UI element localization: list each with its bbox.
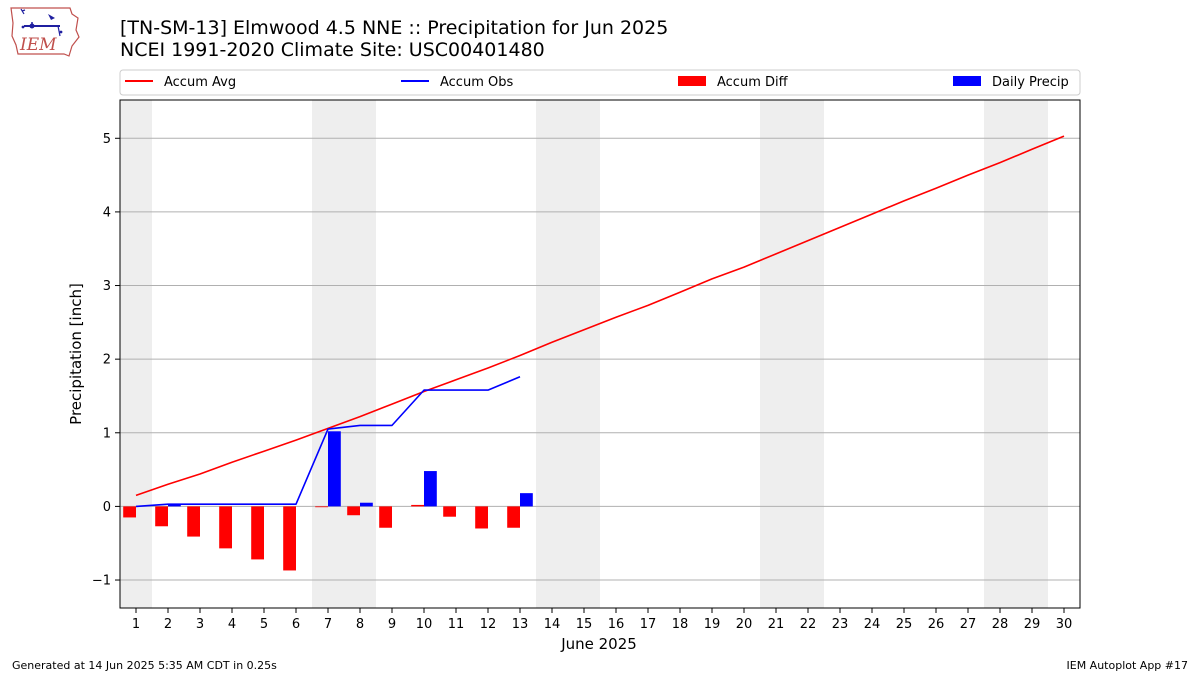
x-tick-label: 28 [992, 617, 1009, 632]
accum-diff-bar [187, 506, 200, 537]
weekend-shade [984, 100, 1048, 608]
y-tick-label: −1 [92, 574, 111, 589]
x-tick-label: 23 [832, 617, 849, 632]
x-tick-label: 15 [576, 617, 593, 632]
daily-precip-bar [328, 431, 341, 507]
x-tick-label: 5 [260, 617, 268, 632]
accum-diff-bar [411, 504, 424, 507]
x-tick-label: 9 [388, 617, 396, 632]
iem-logo: IEM [10, 7, 80, 57]
weekend-shade [760, 100, 824, 608]
footer-generated: Generated at 14 Jun 2025 5:35 AM CDT in … [12, 659, 277, 672]
accum-diff-bar [379, 506, 392, 528]
x-tick-label: 1 [132, 617, 140, 632]
accum-diff-bar [443, 506, 456, 517]
x-tick-label: 26 [928, 617, 945, 632]
y-tick-label: 3 [103, 279, 111, 294]
x-tick-label: 25 [896, 617, 913, 632]
x-tick-label: 8 [356, 617, 364, 632]
y-tick-label: 5 [103, 132, 111, 147]
x-tick-label: 24 [864, 617, 881, 632]
accum-diff-bar [347, 506, 360, 516]
x-tick-label: 7 [324, 617, 332, 632]
x-tick-label: 19 [704, 617, 721, 632]
x-tick-label: 27 [960, 617, 977, 632]
accum-avg-line [135, 135, 1065, 497]
x-tick-label: 10 [416, 617, 433, 632]
x-tick-label: 22 [800, 617, 817, 632]
x-tick-label: 16 [608, 617, 625, 632]
x-tick-label: 20 [736, 617, 753, 632]
footer-app: IEM Autoplot App #17 [1066, 659, 1189, 672]
weekend-shade [312, 100, 376, 608]
x-tick-label: 3 [196, 617, 204, 632]
accum-diff-bar [251, 506, 264, 560]
x-tick-label: 11 [448, 617, 465, 632]
accum-obs-line [135, 376, 521, 508]
legend-accum-diff-swatch [678, 76, 706, 86]
accum-diff-bar [315, 506, 328, 508]
x-tick-label: 17 [640, 617, 657, 632]
logo-text: IEM [19, 35, 57, 55]
daily-precip-bar [360, 502, 373, 507]
y-tick-label: 1 [103, 426, 111, 441]
weekend-shade [536, 100, 600, 608]
chart-title: [TN-SM-13] Elmwood 4.5 NNE :: Precipitat… [120, 17, 669, 39]
x-tick-label: 29 [1024, 617, 1041, 632]
x-tick-label: 13 [512, 617, 529, 632]
legend-daily-precip-swatch [953, 76, 981, 86]
accum-diff-bar [123, 506, 136, 518]
x-tick-label: 6 [292, 617, 300, 632]
accum-diff-bar [475, 506, 488, 529]
accum-diff-bar [219, 506, 232, 549]
accum-diff-bar [155, 506, 168, 527]
x-tick-label: 14 [544, 617, 561, 632]
plot-frame [119, 99, 1081, 609]
legend-daily-precip-label: Daily Precip [992, 75, 1069, 90]
y-tick-label: 4 [103, 205, 111, 220]
x-axis-label: June 2025 [560, 635, 637, 653]
daily-precip-bar [168, 504, 181, 507]
accum-diff-bar [507, 506, 520, 528]
legend-accum-diff-label: Accum Diff [717, 75, 789, 90]
x-tick-label: 21 [768, 617, 785, 632]
x-tick-label: 2 [164, 617, 172, 632]
y-tick-label: 2 [103, 353, 111, 368]
legend-accum-obs-label: Accum Obs [440, 75, 513, 90]
daily-precip-bar [520, 493, 533, 507]
x-tick-label: 18 [672, 617, 689, 632]
x-tick-label: 4 [228, 617, 236, 632]
legend: Accum Avg Accum Obs Accum Diff Daily Precip [119, 69, 1081, 96]
accum-diff-bar [283, 506, 296, 571]
chart-subtitle: NCEI 1991-2020 Climate Site: USC00401480 [120, 39, 545, 61]
x-tick-label: 12 [480, 617, 497, 632]
daily-precip-bar [424, 471, 437, 507]
y-tick-label: 0 [103, 500, 111, 515]
x-tick-label: 30 [1056, 617, 1073, 632]
legend-accum-avg-label: Accum Avg [164, 75, 236, 90]
y-axis-label: Precipitation [inch] [67, 283, 85, 425]
weekend-shade [120, 100, 152, 608]
